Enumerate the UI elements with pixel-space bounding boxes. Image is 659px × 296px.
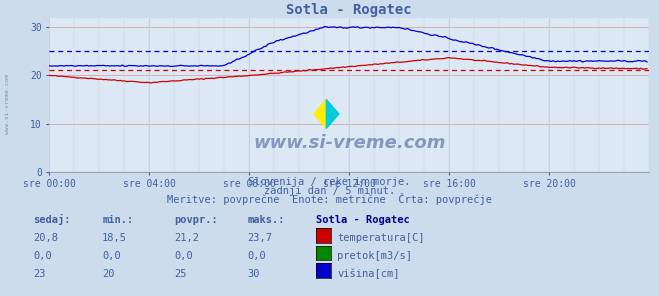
Text: Meritve: povprečne  Enote: metrične  Črta: povprečje: Meritve: povprečne Enote: metrične Črta:… xyxy=(167,193,492,205)
Text: višina[cm]: višina[cm] xyxy=(337,268,400,279)
Text: 30: 30 xyxy=(247,269,260,279)
Text: povpr.:: povpr.: xyxy=(175,215,218,226)
Text: pretok[m3/s]: pretok[m3/s] xyxy=(337,251,413,261)
Polygon shape xyxy=(314,99,326,128)
Text: 0,0: 0,0 xyxy=(33,251,51,261)
Text: Sotla - Rogatec: Sotla - Rogatec xyxy=(316,215,410,226)
Text: 23: 23 xyxy=(33,269,45,279)
Title: Sotla - Rogatec: Sotla - Rogatec xyxy=(287,3,412,17)
Text: min.:: min.: xyxy=(102,215,133,226)
Text: www.si-vreme.com: www.si-vreme.com xyxy=(253,134,445,152)
Text: 23,7: 23,7 xyxy=(247,233,272,243)
Text: 25: 25 xyxy=(175,269,187,279)
Text: www.si-vreme.com: www.si-vreme.com xyxy=(5,74,11,133)
Text: 0,0: 0,0 xyxy=(102,251,121,261)
Text: 21,2: 21,2 xyxy=(175,233,200,243)
Text: 20: 20 xyxy=(102,269,115,279)
Text: 0,0: 0,0 xyxy=(175,251,193,261)
Text: maks.:: maks.: xyxy=(247,215,285,226)
Polygon shape xyxy=(326,99,339,128)
Text: 20,8: 20,8 xyxy=(33,233,58,243)
Text: zadnji dan / 5 minut.: zadnji dan / 5 minut. xyxy=(264,186,395,196)
Text: 18,5: 18,5 xyxy=(102,233,127,243)
Text: temperatura[C]: temperatura[C] xyxy=(337,233,425,243)
Text: 0,0: 0,0 xyxy=(247,251,266,261)
Text: sedaj:: sedaj: xyxy=(33,214,71,226)
Text: Slovenija / reke in morje.: Slovenija / reke in morje. xyxy=(248,177,411,187)
